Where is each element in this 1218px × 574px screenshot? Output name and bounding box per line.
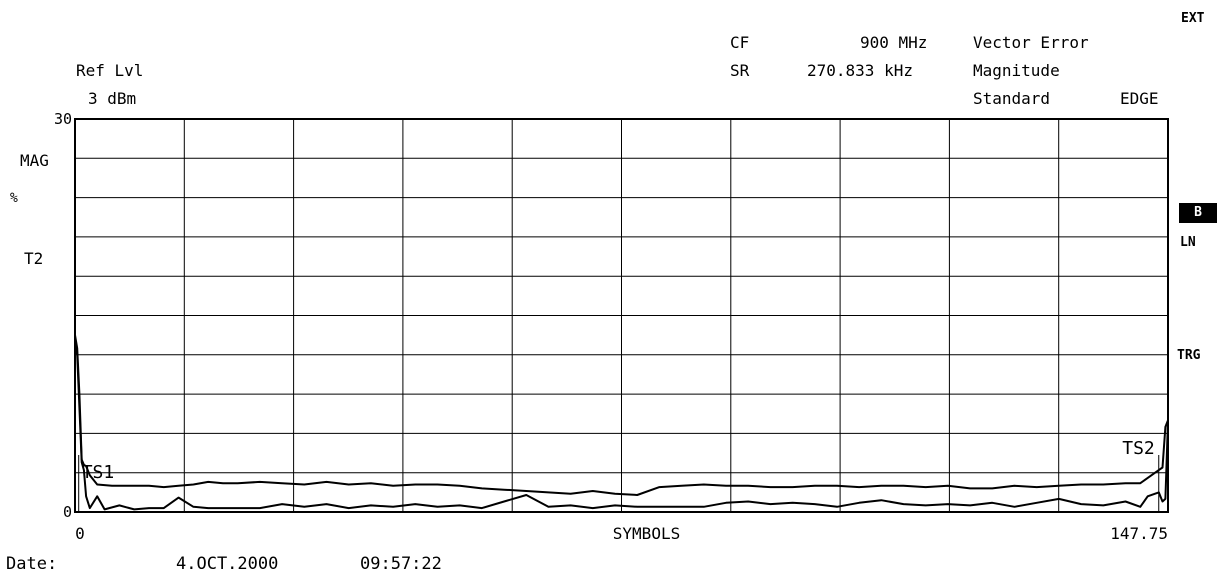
trg-indicator: TRG <box>1177 348 1201 363</box>
series-line-2 <box>74 341 1169 511</box>
ref-level-value: 3 dBm <box>88 89 137 108</box>
time-marker-label: TS1 <box>82 462 115 483</box>
date-value: 4.OCT.2000 <box>176 554 279 574</box>
x-tick-label: 147.75 <box>1110 524 1168 543</box>
x-axis-label: SYMBOLS <box>613 524 680 543</box>
y-tick-label: 30 <box>54 110 72 128</box>
measurement-title-line1: Vector Error <box>973 33 1089 52</box>
time-value: 09:57:22 <box>360 554 442 574</box>
mag-label: MAG <box>20 151 49 170</box>
b-badge: B <box>1179 203 1217 223</box>
standard-label: Standard <box>973 89 1051 108</box>
time-marker-label: TS2 <box>1122 438 1155 459</box>
sr-label: SR <box>730 61 750 80</box>
trace-label: T2 <box>24 249 44 268</box>
cf-label: CF <box>730 33 750 52</box>
standard-value: EDGE <box>1120 89 1159 108</box>
x-tick-label: 0 <box>75 524 85 543</box>
measurement-title-line2: Magnitude <box>973 61 1060 80</box>
ln-indicator: LN <box>1180 235 1196 250</box>
sr-value: 270.833 kHz <box>807 61 913 80</box>
unit-label: % <box>10 191 18 206</box>
ref-level-label: Ref Lvl <box>76 61 144 80</box>
date-label: Date: <box>6 554 58 574</box>
ext-indicator: EXT <box>1181 11 1205 26</box>
y-tick-label: 0 <box>63 503 72 521</box>
cf-value: 900 MHz <box>860 33 928 52</box>
series-line-1 <box>74 334 1169 496</box>
